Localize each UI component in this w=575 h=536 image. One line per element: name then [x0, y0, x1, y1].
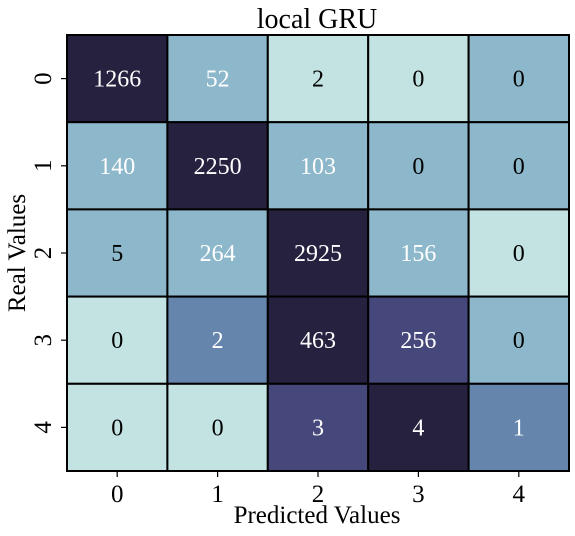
heatmap-cell-r3-c4: [467, 295, 571, 385]
heatmap-cell-r2-c1: [166, 208, 269, 298]
cell-value-r2-c1: 264: [200, 241, 236, 267]
chart-title: local GRU: [257, 4, 378, 35]
x-tick-label-1: 1: [211, 481, 224, 508]
cell-value-r3-c2: 463: [300, 328, 336, 354]
x-tick-label-4: 4: [513, 481, 526, 508]
heatmap-cells: [66, 34, 571, 472]
y-axis-ticks: 0 1 2 3 4: [30, 72, 67, 434]
cell-value-r2-c3: 156: [400, 241, 436, 267]
cell-value-r4-c2: 3: [312, 415, 324, 441]
heatmap-cell-r0-c2: [266, 34, 370, 124]
heatmap-cell-r4-c0: [66, 382, 169, 472]
cell-value-r4-c1: 0: [212, 415, 224, 441]
cell-value-r4-c0: 0: [111, 415, 123, 441]
cell-value-r2-c0: 5: [111, 241, 123, 267]
cell-value-r0-c3: 0: [412, 67, 424, 93]
heatmap-cell-r2-c3: [367, 208, 470, 298]
x-axis-label: Predicted Values: [234, 502, 401, 529]
cell-value-r0-c2: 2: [312, 67, 324, 93]
x-tick-label-2: 2: [312, 481, 325, 508]
cell-value-r3-c0: 0: [111, 328, 123, 354]
cell-value-r3-c4: 0: [513, 328, 525, 354]
cell-value-r1-c4: 0: [513, 154, 525, 180]
cell-value-r1-c1: 2250: [194, 154, 242, 180]
cell-value-r4-c4: 1: [513, 415, 525, 441]
x-axis-ticks: 0 1 2 3 4: [111, 471, 526, 508]
heatmap-cell-r1-c4: [467, 121, 571, 211]
y-tick-label-3: 3: [30, 334, 57, 347]
cell-value-r0-c1: 52: [206, 67, 230, 93]
heatmap-cell-r3-c3: [367, 295, 470, 385]
x-tick-label-0: 0: [111, 481, 124, 508]
cell-value-r1-c3: 0: [412, 154, 424, 180]
cell-value-r3-c1: 2: [212, 328, 224, 354]
y-tick-label-2: 2: [30, 247, 57, 260]
cell-value-r1-c0: 140: [99, 154, 135, 180]
cell-value-r0-c4: 0: [513, 67, 525, 93]
cell-value-r1-c2: 103: [300, 154, 336, 180]
y-tick-label-1: 1: [30, 160, 57, 173]
y-tick-label-4: 4: [30, 421, 57, 434]
x-tick-label-3: 3: [412, 481, 425, 508]
cell-value-r3-c3: 256: [400, 328, 436, 354]
heatmap-cell-r1-c2: [266, 121, 370, 211]
heatmap-cell-r0-c1: [166, 34, 269, 124]
cell-value-r0-c0: 1266: [93, 67, 141, 93]
cell-value-r2-c4: 0: [513, 241, 525, 267]
heatmap-cell-r4-c1: [166, 382, 269, 472]
cell-value-r4-c3: 4: [412, 415, 424, 441]
heatmap-cell-r3-c1: [166, 295, 269, 385]
heatmap-cell-r0-c0: [66, 34, 169, 124]
heatmap-cell-r4-c2: [266, 382, 370, 472]
heatmap-cell-r3-c2: [266, 295, 370, 385]
cell-value-r2-c2: 2925: [294, 241, 342, 267]
y-axis-label: Real Values: [4, 194, 31, 312]
y-tick-label-0: 0: [30, 72, 57, 85]
